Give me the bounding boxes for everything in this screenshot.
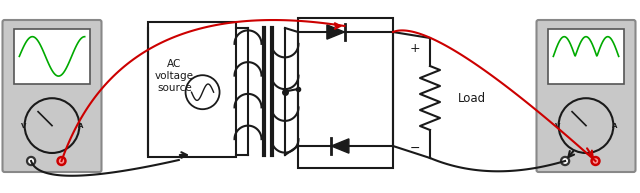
Text: Load: Load xyxy=(458,91,486,104)
Text: AC
voltage
source: AC voltage source xyxy=(155,59,194,93)
Circle shape xyxy=(593,159,598,163)
FancyBboxPatch shape xyxy=(536,20,636,172)
Text: V: V xyxy=(555,123,560,129)
Circle shape xyxy=(27,157,36,166)
Text: −: − xyxy=(410,141,420,155)
Circle shape xyxy=(591,157,600,166)
Circle shape xyxy=(563,159,567,163)
Text: +: + xyxy=(410,41,420,54)
Circle shape xyxy=(561,157,570,166)
FancyBboxPatch shape xyxy=(3,20,102,172)
Circle shape xyxy=(57,157,66,166)
Text: V: V xyxy=(20,123,26,129)
Circle shape xyxy=(60,159,63,163)
Circle shape xyxy=(29,159,33,163)
Polygon shape xyxy=(327,25,344,39)
Bar xyxy=(148,22,236,157)
Bar xyxy=(298,18,393,168)
Text: A: A xyxy=(78,123,83,129)
Text: A: A xyxy=(612,123,618,129)
Bar xyxy=(14,29,90,84)
Bar xyxy=(548,29,624,84)
Polygon shape xyxy=(332,139,349,153)
